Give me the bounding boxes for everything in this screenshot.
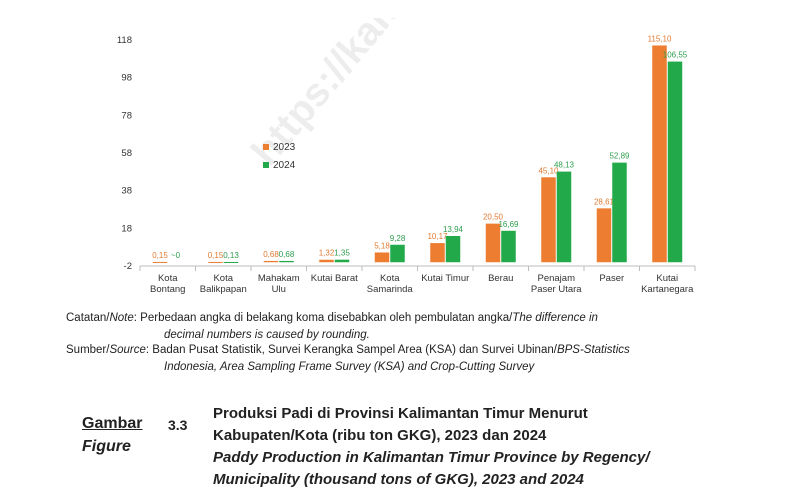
data-label-2024-1: 0,13: [223, 251, 239, 260]
data-label-2024-0: ~0: [171, 251, 181, 260]
note-sumber-text: : Badan Pusat Statistik, Survei Kerangka…: [145, 344, 557, 356]
bar-2023-5: [430, 243, 445, 263]
x-tick-label-6-0: Berau: [488, 273, 513, 284]
chart-notes: Catatan/Note: Perbedaan angka di belakan…: [66, 311, 766, 375]
data-label-2023-2: 0,68: [263, 250, 279, 259]
legend-label-2024: 2024: [273, 160, 296, 171]
bar-2023-4: [374, 252, 390, 263]
note-sumber: Sumber/Source: Badan Pusat Statistik, Su…: [66, 343, 766, 358]
bar-2024-5: [445, 235, 461, 263]
data-label-2024-2: 0,68: [279, 250, 295, 259]
caption-titles: Produksi Padi di Provinsi Kalimantan Tim…: [213, 403, 773, 491]
bar-2023-0: [152, 261, 168, 263]
bar-2024-4: [390, 244, 405, 263]
data-label-2023-8: 28,61: [594, 197, 615, 206]
x-tick-label-0-1: Bontang: [150, 284, 185, 295]
x-tick-label-2-1: Ulu: [272, 284, 286, 295]
data-label-2024-9: 106,55: [663, 51, 688, 60]
data-label-2023-7: 45,10: [538, 166, 559, 175]
data-label-2024-3: 1,35: [334, 249, 350, 258]
x-tick-label-4-1: Samarinda: [367, 284, 414, 295]
x-tick-label-1-0: Kota: [213, 273, 233, 284]
bar-2024-6: [501, 230, 516, 263]
bar-2023-9: [652, 45, 667, 263]
data-label-2023-6: 20,50: [483, 213, 504, 222]
bar-2024-3: [334, 259, 350, 263]
data-label-2024-8: 52,89: [609, 152, 630, 161]
bar-2023-2: [263, 260, 279, 263]
x-tick-label-8-0: Paser: [599, 273, 624, 284]
bar-2023-7: [541, 177, 556, 263]
y-tick-label-4: 78: [121, 110, 132, 121]
y-tick-label-5: 98: [121, 73, 132, 84]
x-tick-label-2-0: Mahakam: [258, 273, 300, 284]
x-tick-label-0-0: Kota: [158, 273, 178, 284]
bar-2024-8: [612, 162, 627, 263]
x-tick-label-7-1: Paser Utara: [531, 284, 582, 295]
note-catatan-continuation: decimal numbers is caused by rounding.: [164, 329, 370, 341]
x-tick-label-4-0: Kota: [380, 273, 400, 284]
legend-swatch-2024: [263, 162, 269, 168]
caption-title-en-line2: Municipality (thousand tons of GKG), 202…: [213, 471, 584, 488]
x-tick-label-1-1: Balikpapan: [200, 284, 247, 295]
y-tick-label-2: 38: [121, 186, 132, 197]
y-tick-label-6: 118: [117, 35, 132, 46]
data-label-2023-3: 1,32: [319, 249, 335, 258]
data-label-2023-9: 115,10: [648, 34, 672, 43]
x-tick-label-5-0: Kutai Timur: [421, 273, 469, 284]
note-catatan-text: : Perbedaan angka di belakang koma diseb…: [133, 312, 513, 324]
data-label-2024-7: 48,13: [554, 161, 575, 170]
legend-label-2023: 2023: [273, 142, 296, 153]
bar-2024-9: [667, 61, 683, 263]
bar-2023-6: [485, 223, 501, 263]
note-sumber-continuation: Indonesia, Area Sampling Frame Survey (K…: [164, 361, 535, 373]
data-label-2024-4: 9,28: [390, 234, 406, 243]
bar-2024-2: [279, 260, 294, 263]
note-sumber-key-en: Source: [109, 344, 146, 356]
note-catatan-key: Catatan/: [66, 312, 110, 324]
caption-title-id-line1: Produksi Padi di Provinsi Kalimantan Tim…: [213, 405, 588, 422]
caption-figure-number: 3.3: [168, 417, 188, 433]
caption-title-id-line2: Kabupaten/Kota (ribu ton GKG), 2023 dan …: [213, 427, 547, 444]
x-tick-label-3-0: Kutai Barat: [311, 273, 358, 284]
caption-title-en-line1: Paddy Production in Kalimantan Timur Pro…: [213, 449, 650, 466]
x-tick-label-7-0: Penajam: [538, 273, 576, 284]
data-label-2024-6: 16,69: [498, 220, 519, 229]
caption-figure-label: Figure: [82, 438, 131, 455]
bar-2024-7: [556, 171, 572, 263]
legend-swatch-2023: [263, 144, 269, 150]
data-label-2023-1: 0,15: [208, 251, 224, 260]
y-tick-label-0: -2: [124, 261, 132, 272]
note-catatan-text-en: The difference in: [512, 312, 598, 324]
y-tick-label-3: 58: [121, 148, 132, 159]
caption-gambar-label: Gambar: [82, 415, 143, 432]
x-tick-label-9-1: Kartanegara: [641, 284, 694, 295]
note-sumber-key: Sumber/: [66, 344, 110, 356]
bar-2023-1: [208, 261, 223, 263]
data-label-2023-5: 10,17: [427, 232, 448, 241]
y-tick-label-1: 18: [121, 223, 132, 234]
chart-area: https://kaltim -2 18 38 58 78 98 118 0,15 ~0 Kota B…: [95, 18, 800, 303]
data-label-2023-0: 0,15: [152, 251, 168, 260]
bar-2023-3: [319, 259, 334, 263]
data-label-2023-4: 5,18: [374, 241, 390, 250]
bar-2024-1: [223, 261, 239, 263]
figure-caption: Gambar Figure 3.3 Produksi Padi di Provi…: [82, 403, 782, 498]
note-sumber-text-en: BPS-Statistics: [556, 344, 630, 356]
x-tick-label-9-0: Kutai: [656, 273, 678, 284]
data-label-2024-5: 13,94: [443, 225, 464, 234]
note-catatan-key-en: Note: [109, 312, 134, 324]
caption-title-en: Paddy Production in Kalimantan Timur Pro…: [213, 447, 773, 491]
bar-2023-8: [596, 208, 612, 263]
note-catatan: Catatan/Note: Perbedaan angka di belakan…: [66, 311, 766, 326]
